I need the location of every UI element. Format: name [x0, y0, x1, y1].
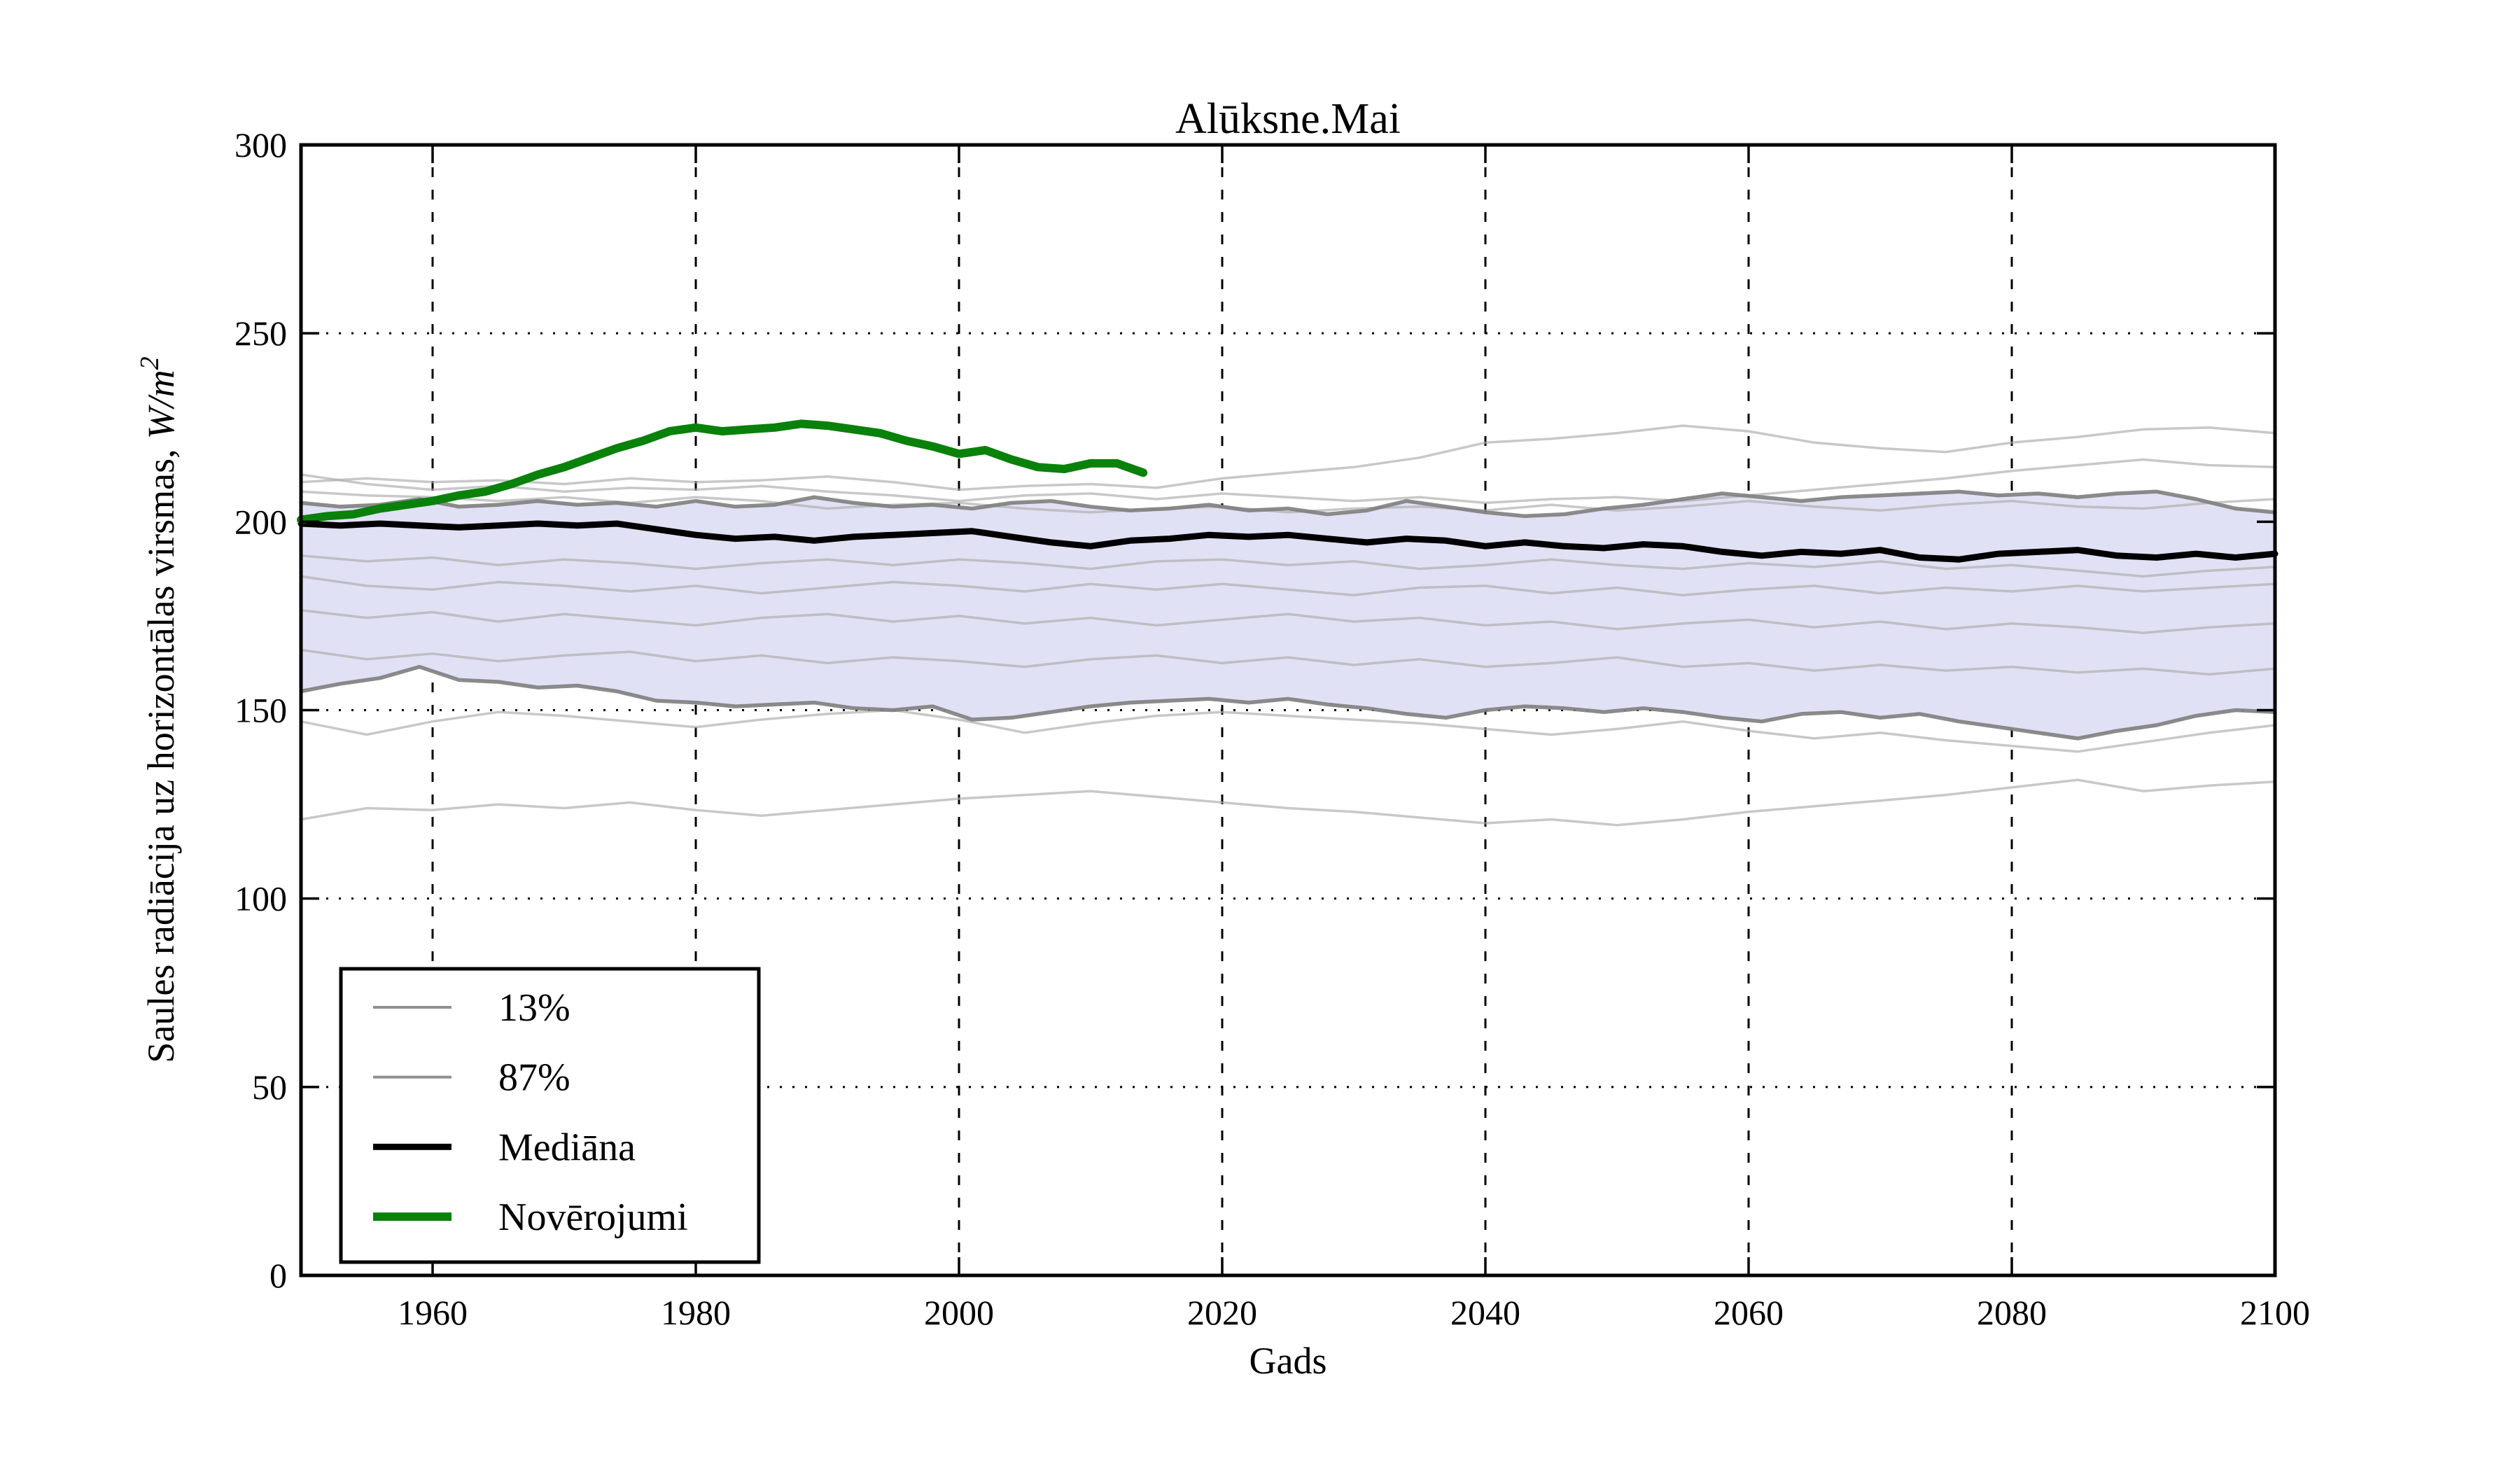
series-line-e4 — [300, 554, 2276, 578]
series-line-p87 — [299, 489, 2277, 519]
x-tick-label: 2040 — [1450, 1293, 1520, 1332]
legend-entry-label: Mediāna — [498, 1126, 636, 1169]
series-line-e1 — [300, 424, 2276, 491]
legend-entry-label: 87% — [498, 1056, 570, 1100]
y-axis-label-exponent: 2 — [135, 356, 164, 370]
x-tick-label: 2100 — [2240, 1293, 2310, 1332]
series-line-median — [298, 520, 2278, 563]
x-tick-label: 1960 — [398, 1293, 468, 1332]
x-tick-label: 2000 — [924, 1293, 994, 1332]
chart-title: Alūksne.Mai — [1175, 95, 1401, 143]
series-line-e7 — [300, 648, 2276, 676]
x-axis-label: Gads — [1250, 1340, 1327, 1382]
y-tick-label: 50 — [252, 1068, 287, 1107]
x-tick-label: 2020 — [1187, 1293, 1257, 1332]
series-line-e9 — [300, 778, 2276, 827]
x-tick-label: 1980 — [661, 1293, 731, 1332]
series-line-p13 — [299, 664, 2277, 741]
x-tick-label: 2060 — [1714, 1293, 1784, 1332]
series-line-e5 — [300, 575, 2276, 597]
series-line-e6 — [300, 609, 2276, 634]
y-tick-label: 200 — [234, 502, 287, 541]
legend-entry-label: 13% — [498, 986, 570, 1030]
y-tick-label: 150 — [234, 691, 287, 730]
y-tick-label: 250 — [234, 314, 287, 353]
tick-marks-and-labels: 1960 1980 2000 2020 2040 2060 2080 2100 0 50 100 15… — [234, 125, 2310, 1332]
series-line-e8 — [300, 708, 2276, 753]
legend: 13% 87% Mediāna Novērojumi — [339, 967, 761, 1264]
y-axis-label: Saules radiācija uz horizontālas virsmas… — [135, 356, 182, 1063]
legend-entry-label: Novērojumi — [498, 1196, 688, 1239]
x-tick-label: 2080 — [1977, 1293, 2047, 1332]
series-line-obs — [297, 419, 1148, 524]
y-tick-label: 0 — [270, 1256, 287, 1295]
y-tick-label: 100 — [234, 879, 287, 918]
series-lines — [297, 419, 2278, 827]
y-axis-label-text: Saules radiācija uz horizontālas virsmas… — [140, 449, 182, 1063]
y-tick-label: 300 — [234, 125, 287, 164]
y-axis-label-units: W/m — [140, 370, 182, 439]
series-line-e2 — [300, 458, 2276, 505]
